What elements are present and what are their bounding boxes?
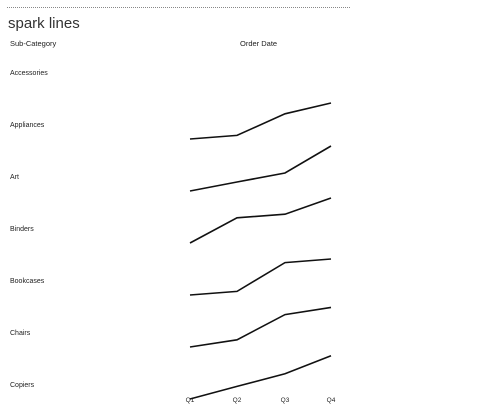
sub-category-header: Sub-Category xyxy=(10,39,57,48)
sparkline-bookcases xyxy=(189,306,332,348)
sparkline-chairs xyxy=(189,355,332,400)
x-tick-q2: Q2 xyxy=(232,397,242,404)
sparkline-art xyxy=(189,197,332,244)
order-date-header: Order Date xyxy=(240,39,278,48)
row-label-bookcases: Bookcases xyxy=(10,278,45,285)
row-label-copiers: Copiers xyxy=(10,382,35,389)
row-label-appliances: Appliances xyxy=(10,122,45,129)
x-tick-q4: Q4 xyxy=(326,397,336,404)
sparkline-accessories xyxy=(189,102,332,140)
row-label-accessories: Accessories xyxy=(10,70,48,77)
chart-title: spark lines xyxy=(8,15,80,32)
sparkline-appliances xyxy=(189,145,332,192)
row-label-art: Art xyxy=(10,174,19,181)
x-tick-q1: Q1 xyxy=(185,397,195,404)
row-label-binders: Binders xyxy=(10,226,34,233)
row-label-chairs: Chairs xyxy=(10,330,31,337)
top-divider xyxy=(7,7,350,8)
x-tick-q3: Q3 xyxy=(280,397,290,404)
sparkline-binders xyxy=(189,258,332,296)
